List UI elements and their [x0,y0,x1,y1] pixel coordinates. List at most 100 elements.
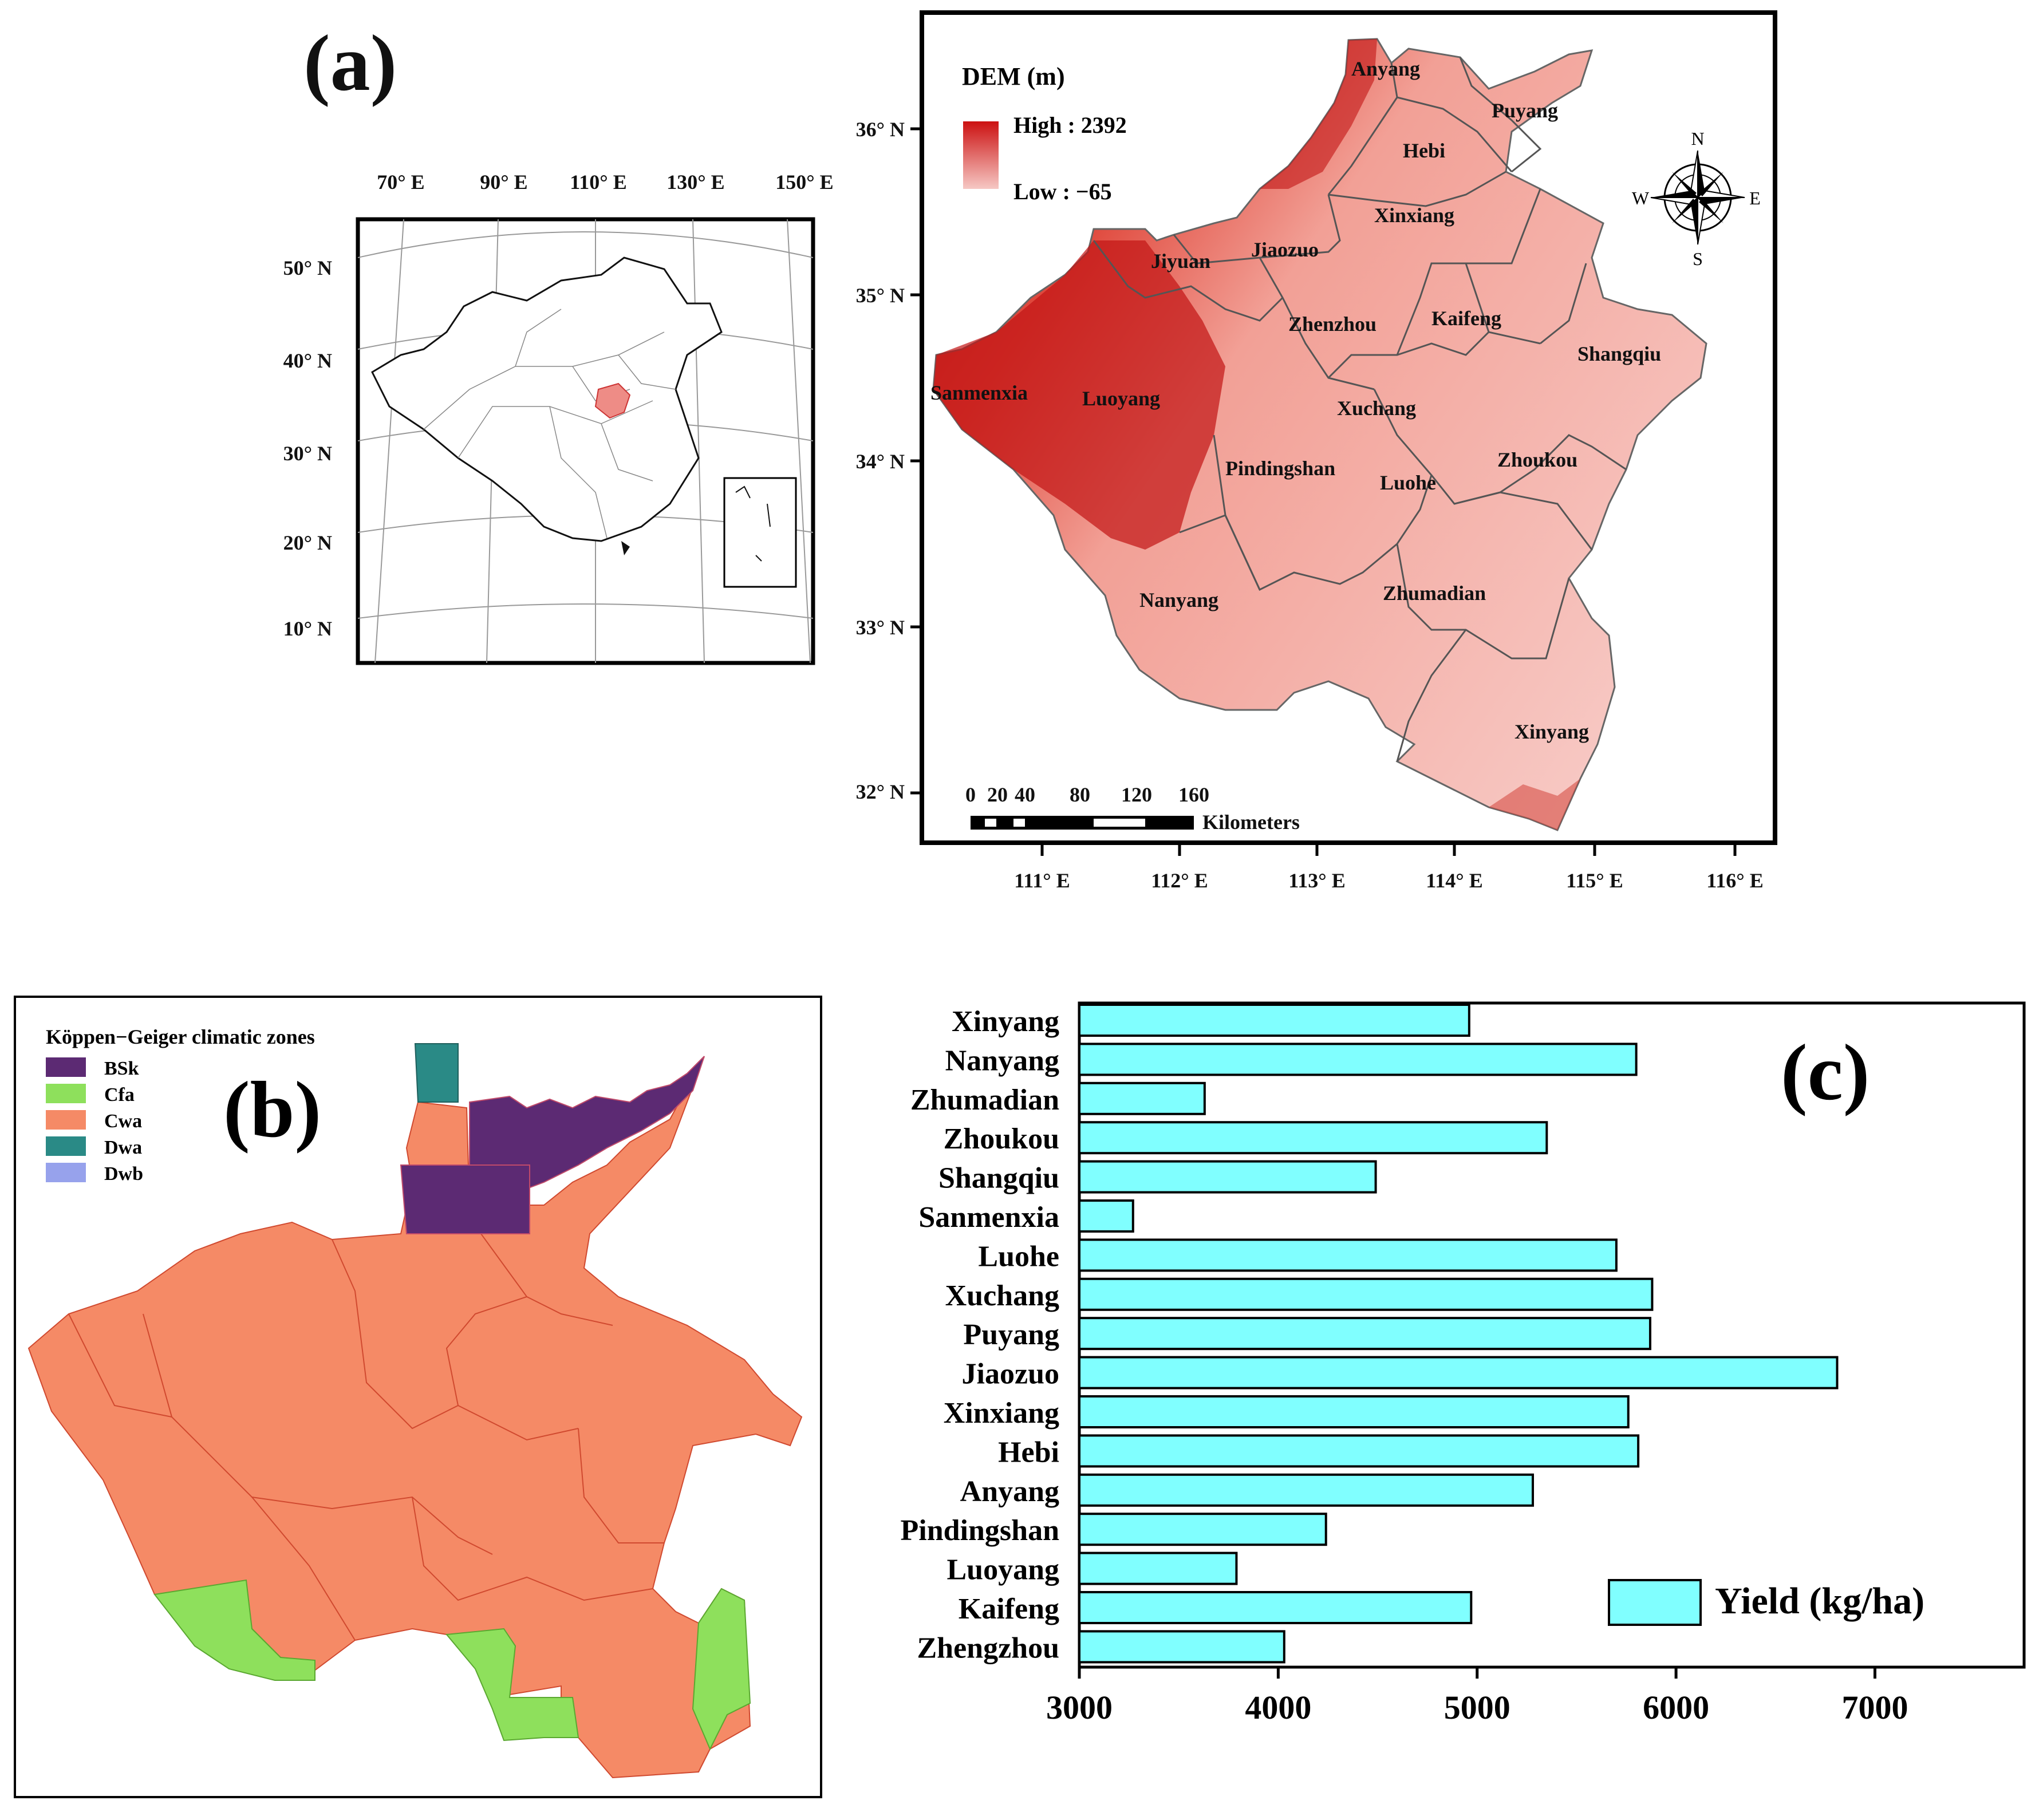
bar-xuchang [1078,1277,1654,1311]
dem-lon-label: 115° E [1566,869,1623,892]
inset-lon-label: 150° E [775,171,833,194]
bar-pindingshan [1078,1513,1327,1546]
legend-swatch-bsk [46,1057,86,1077]
city-label: Pindingshan [1225,457,1335,480]
yield-bar-chart: Xinyang Nanyang Zhumadian Zhoukou Shangqiu Sa… [901,1001,2026,1726]
dem-lat-label: 34° N [856,450,905,473]
panel-c-label: (c) [1781,1028,1870,1117]
city-label: Jiyuan [1151,250,1210,273]
city-label: Nanyang [1139,589,1218,611]
category-label-zhengzhou: Zhengzhou [917,1632,1059,1664]
dem-lon-labels: 111° E 112° E 113° E 114° E 115° E 116° … [1014,869,1763,892]
henan-dem-map: 36° N 35° N 34° N 33° N 32° N 111° E 112… [856,10,1777,892]
city-label: Xuchang [1337,397,1416,420]
bar-kaifeng [1078,1591,1473,1624]
scale-number: 0 [965,783,976,806]
city-label: Kaifeng [1431,307,1501,330]
compass-n: N [1691,128,1704,149]
x-tick-label: 4000 [1245,1689,1311,1726]
scale-unit: Kilometers [1202,811,1300,834]
bar-luoyang [1078,1551,1238,1585]
panel-a-label: (a) [303,19,397,108]
dem-ticks [910,127,1737,856]
scale-number: 40 [1015,783,1035,806]
bar-puyang [1078,1317,1651,1351]
cfa-region-west [153,1579,315,1681]
scale-number: 20 [987,783,1008,806]
category-label-luohe: Luohe [978,1240,1059,1273]
category-label-xinxiang: Xinxiang [944,1397,1059,1430]
bar-zhumadian [1078,1081,1206,1115]
bar-zhoukou [1078,1121,1548,1155]
category-label-hebi: Hebi [998,1436,1059,1468]
category-label-anyang: Anyang [960,1475,1059,1508]
city-label: Luoyang [1082,387,1160,410]
bar-jiaozuo [1078,1356,1839,1389]
inset-lat-label: 20° N [283,531,332,554]
category-label-zhumadian: Zhumadian [910,1084,1059,1116]
category-label-sanmenxia: Sanmenxia [918,1201,1059,1234]
city-label: Shangqiu [1577,342,1661,365]
scale-number: 120 [1121,783,1152,806]
dem-lon-label: 111° E [1014,869,1070,892]
dem-lon-label: 114° E [1426,869,1482,892]
compass-w: W [1632,188,1650,208]
scale-number: 160 [1178,783,1209,806]
category-label-nanyang: Nanyang [945,1044,1059,1077]
china-inset-map: 70° E 90° E 110° E 130° E 150° E 50° N 4… [283,171,834,665]
city-label: Sanmenxia [930,381,1028,404]
inset-lat-label: 10° N [283,617,332,640]
city-label: Puyang [1492,99,1558,122]
legend-swatch-dwb [46,1163,86,1182]
category-label-luoyang: Luoyang [946,1554,1059,1586]
dem-lon-label: 113° E [1288,869,1345,892]
bar-hebi [1078,1434,1640,1468]
inset-lat-labels: 50° N 40° N 30° N 20° N 10° N [283,256,332,640]
inset-lat-label: 30° N [283,442,332,465]
dem-legend-low: Low : −65 [1013,179,1112,204]
legend-label: Cwa [104,1111,142,1132]
inset-lon-label: 130° E [666,171,724,194]
city-label: Jiaozuo [1251,238,1319,261]
city-label: Zhenzhou [1288,313,1377,335]
legend-swatch-cfa [46,1084,86,1103]
north-arrow-compass: N S E W [1632,128,1761,269]
legend-label: BSk [104,1058,139,1079]
south-china-sea-islands [735,485,771,562]
dem-lat-label: 33° N [856,616,905,639]
dem-legend-ramp [963,121,999,189]
bar-shangqiu [1078,1160,1377,1194]
dem-lat-labels: 36° N 35° N 34° N 33° N 32° N [856,118,905,803]
inset-lon-label: 110° E [570,171,626,194]
x-tick-label: 7000 [1841,1689,1908,1726]
legend-swatch-cwa [46,1110,86,1130]
dem-lon-label: 112° E [1151,869,1208,892]
henan-highlight [594,382,631,419]
dem-lat-label: 35° N [856,284,905,307]
cfa-region-middle [445,1628,579,1742]
western-mountains [933,240,1225,550]
category-labels: Xinyang Nanyang Zhumadian Zhoukou Shangqiu Sa… [901,1005,1060,1664]
city-label: Xinyang [1514,720,1589,743]
dwa-region [414,1043,459,1103]
legend-swatch-yield [1608,1579,1702,1626]
dem-legend-title: DEM (m) [962,62,1065,90]
legend-label-yield: Yield (kg/ha) [1715,1580,1924,1622]
x-tick-label: 5000 [1444,1689,1510,1726]
legend-label: Dwa [104,1137,142,1158]
inset-lon-labels: 70° E 90° E 110° E 130° E 150° E [377,171,833,194]
x-tick-label: 6000 [1643,1689,1709,1726]
south-china-sea-inset [723,477,797,588]
province-borders [423,309,676,539]
city-label: Luohe [1380,471,1436,494]
category-label-kaifeng: Kaifeng [959,1593,1059,1625]
compass-e: E [1749,188,1761,208]
bar-xinyang [1078,1004,1470,1037]
city-label: Anyang [1351,57,1420,80]
climate-zone-map: Köppen−Geiger climatic zones BSk Cfa Cwa… [14,996,822,1798]
scale-bar: 0 20 40 80 120 160 Kilometers [965,783,1300,834]
prefecture-borders [1093,57,1627,762]
city-labels: Anyang Puyang Hebi Xinxiang Jiyuan Jiaoz… [930,57,1661,743]
prefecture-borders-b [68,1233,664,1641]
cfa-region-east [692,1588,751,1751]
